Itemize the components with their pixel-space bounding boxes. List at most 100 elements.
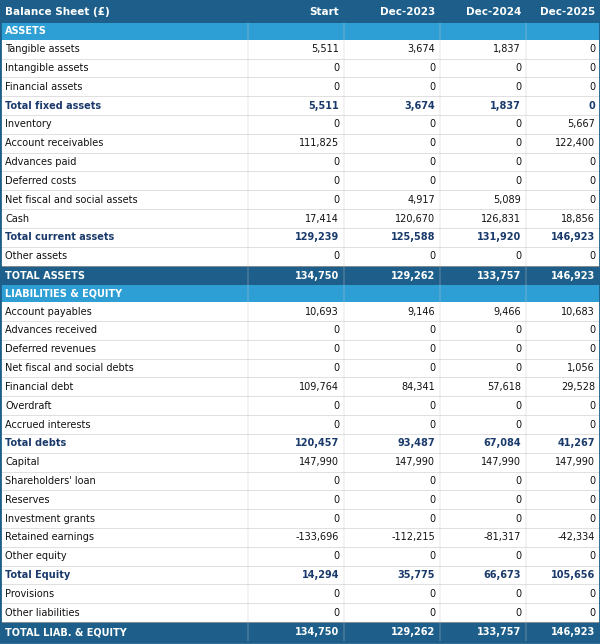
Text: 0: 0 [589, 476, 595, 486]
Bar [0, 23, 600, 40]
Text: 147,990: 147,990 [555, 457, 595, 467]
Text: 0: 0 [333, 325, 339, 336]
Text: 0: 0 [333, 345, 339, 354]
Text: Total Equity: Total Equity [5, 570, 70, 580]
Bar [0, 59, 600, 77]
Text: 129,262: 129,262 [391, 270, 435, 281]
Text: 3,674: 3,674 [407, 44, 435, 54]
Text: 105,656: 105,656 [551, 570, 595, 580]
Bar [0, 490, 600, 509]
Text: Total fixed assets: Total fixed assets [5, 100, 101, 111]
Text: Inventory: Inventory [5, 119, 52, 129]
Text: 0: 0 [515, 401, 521, 411]
Text: 0: 0 [429, 608, 435, 618]
Text: 0: 0 [589, 176, 595, 186]
Text: Financial debt: Financial debt [5, 382, 73, 392]
Text: 0: 0 [429, 345, 435, 354]
Bar [0, 622, 600, 642]
Text: Deferred revenues: Deferred revenues [5, 345, 96, 354]
Text: 0: 0 [589, 514, 595, 524]
Text: Deferred costs: Deferred costs [5, 176, 76, 186]
Text: 0: 0 [333, 514, 339, 524]
Text: 0: 0 [429, 363, 435, 373]
Bar [0, 585, 600, 603]
Text: 0: 0 [333, 608, 339, 618]
Bar [0, 528, 600, 547]
Text: 0: 0 [429, 495, 435, 505]
Text: 67,084: 67,084 [484, 439, 521, 448]
Text: 35,775: 35,775 [398, 570, 435, 580]
Text: 0: 0 [333, 495, 339, 505]
Text: Cash: Cash [5, 214, 29, 223]
Text: Total current assets: Total current assets [5, 232, 114, 242]
Text: 0: 0 [589, 82, 595, 92]
Text: 0: 0 [515, 157, 521, 167]
Text: 0: 0 [333, 589, 339, 599]
Text: -81,317: -81,317 [484, 533, 521, 542]
Bar [0, 547, 600, 565]
Text: 5,089: 5,089 [493, 194, 521, 205]
Bar [0, 302, 600, 321]
Bar [0, 415, 600, 434]
Text: 0: 0 [515, 82, 521, 92]
Text: 0: 0 [515, 119, 521, 129]
Text: 0: 0 [589, 345, 595, 354]
Bar [0, 285, 600, 302]
Text: Other liabilities: Other liabilities [5, 608, 80, 618]
Text: Capital: Capital [5, 457, 40, 467]
Text: TOTAL LIAB. & EQUITY: TOTAL LIAB. & EQUITY [5, 627, 127, 637]
Bar [0, 603, 600, 622]
Text: 126,831: 126,831 [481, 214, 521, 223]
Text: 0: 0 [429, 589, 435, 599]
Text: Provisions: Provisions [5, 589, 54, 599]
Text: 0: 0 [515, 514, 521, 524]
Bar [0, 40, 600, 59]
Bar [0, 134, 600, 153]
Text: Net fiscal and social debts: Net fiscal and social debts [5, 363, 134, 373]
Text: 4,917: 4,917 [407, 194, 435, 205]
Text: Tangible assets: Tangible assets [5, 44, 80, 54]
Text: 1,837: 1,837 [493, 44, 521, 54]
Text: 0: 0 [333, 363, 339, 373]
Text: 0: 0 [589, 401, 595, 411]
Text: 10,693: 10,693 [305, 307, 339, 317]
Bar [0, 377, 600, 396]
Text: 0: 0 [333, 401, 339, 411]
Bar [0, 96, 600, 115]
Text: 17,414: 17,414 [305, 214, 339, 223]
Text: 0: 0 [515, 63, 521, 73]
Bar [0, 434, 600, 453]
Text: 0: 0 [515, 176, 521, 186]
Text: 0: 0 [333, 419, 339, 430]
Text: 0: 0 [589, 419, 595, 430]
Text: 0: 0 [429, 157, 435, 167]
Text: 0: 0 [429, 514, 435, 524]
Text: Other equity: Other equity [5, 551, 67, 562]
Text: Account payables: Account payables [5, 307, 92, 317]
Text: Overdraft: Overdraft [5, 401, 52, 411]
Text: Balance Sheet (£): Balance Sheet (£) [5, 6, 110, 17]
Text: 0: 0 [333, 176, 339, 186]
Text: 9,146: 9,146 [407, 307, 435, 317]
Bar [0, 509, 600, 528]
Text: 10,683: 10,683 [561, 307, 595, 317]
Text: 147,990: 147,990 [299, 457, 339, 467]
Text: 5,511: 5,511 [308, 100, 339, 111]
Text: 109,764: 109,764 [299, 382, 339, 392]
Text: 93,487: 93,487 [397, 439, 435, 448]
Text: 0: 0 [429, 551, 435, 562]
Text: 0: 0 [429, 325, 435, 336]
Bar [0, 265, 600, 285]
Text: 0: 0 [588, 100, 595, 111]
Text: 147,990: 147,990 [395, 457, 435, 467]
Text: 146,923: 146,923 [551, 627, 595, 637]
Text: 0: 0 [333, 251, 339, 261]
Text: 5,511: 5,511 [311, 44, 339, 54]
Text: 5,667: 5,667 [567, 119, 595, 129]
Bar [0, 190, 600, 209]
Text: 134,750: 134,750 [295, 627, 339, 637]
Text: 0: 0 [515, 608, 521, 618]
Text: 0: 0 [333, 82, 339, 92]
Text: 3,674: 3,674 [404, 100, 435, 111]
Text: 0: 0 [589, 63, 595, 73]
